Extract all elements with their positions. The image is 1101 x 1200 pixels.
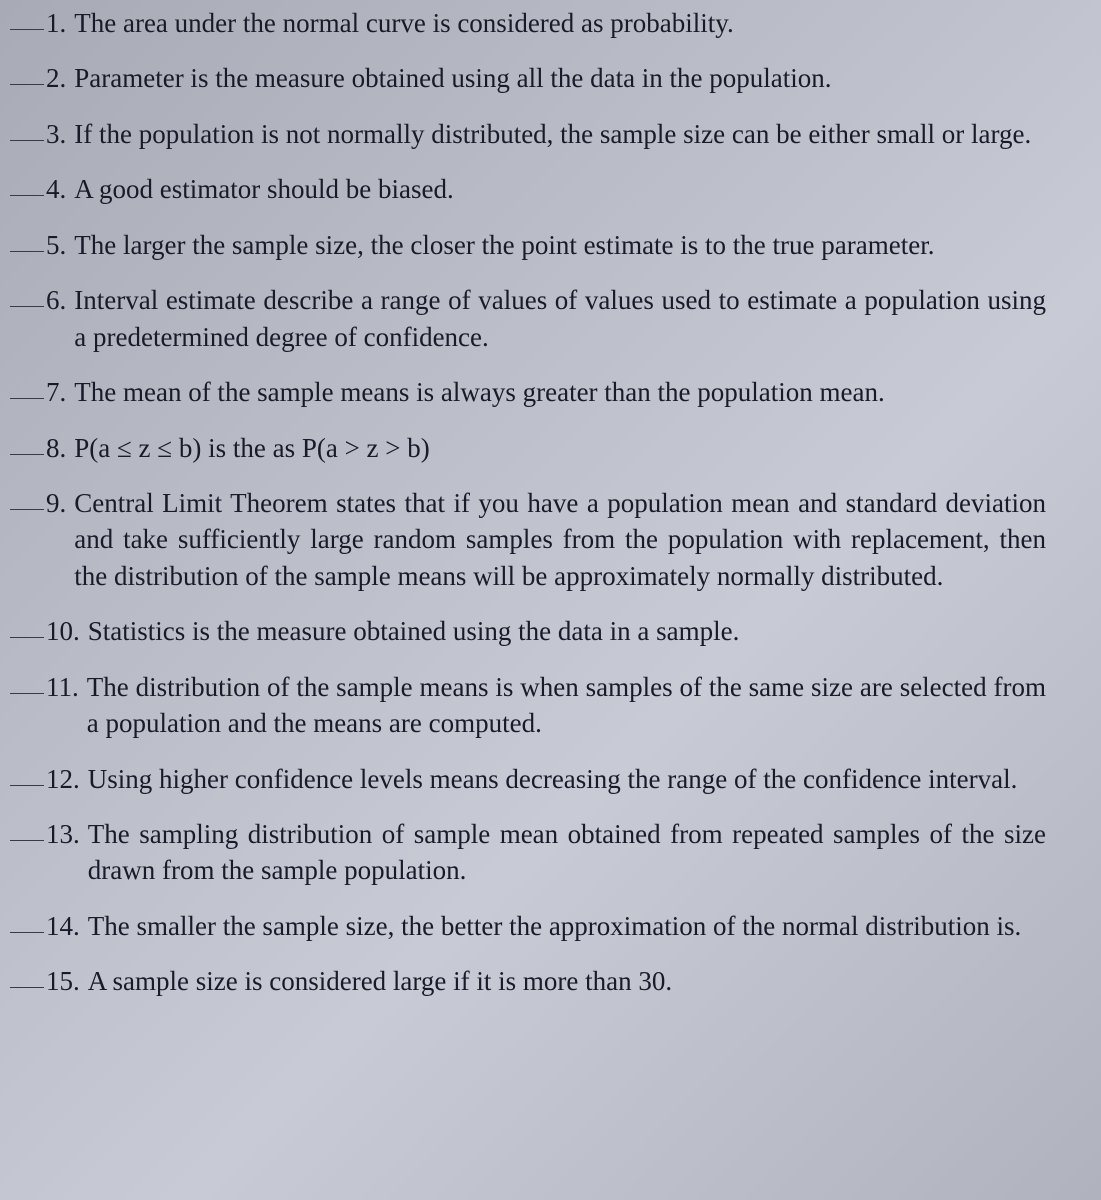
question-text: The area under the normal curve is consi… <box>74 5 1046 41</box>
question-number: 14. <box>46 908 80 944</box>
question-item: 3. If the population is not normally dis… <box>10 116 1046 152</box>
question-body: 1. The area under the normal curve is co… <box>46 5 1046 41</box>
question-item: 8. P(a ≤ z ≤ b) is the as P(a > z > b) <box>10 430 1046 466</box>
question-text: The smaller the sample size, the better … <box>88 908 1046 944</box>
answer-blank[interactable] <box>10 84 44 85</box>
answer-blank[interactable] <box>10 398 44 399</box>
question-item: 6. Interval estimate describe a range of… <box>10 282 1046 355</box>
answer-blank[interactable] <box>10 987 44 988</box>
question-text: P(a ≤ z ≤ b) is the as P(a > z > b) <box>74 430 1046 466</box>
question-number: 12. <box>46 761 80 797</box>
question-body: 3. If the population is not normally dis… <box>46 116 1046 152</box>
question-text: Interval estimate describe a range of va… <box>74 282 1046 355</box>
question-item: 4. A good estimator should be biased. <box>10 171 1046 207</box>
answer-blank[interactable] <box>10 195 44 196</box>
question-list: 1. The area under the normal curve is co… <box>10 5 1046 1019</box>
answer-blank[interactable] <box>10 251 44 252</box>
question-number: 5. <box>46 227 66 263</box>
answer-blank[interactable] <box>10 140 44 141</box>
question-item: 14. The smaller the sample size, the bet… <box>10 908 1046 944</box>
question-item: 15. A sample size is considered large if… <box>10 963 1046 999</box>
question-body: 6. Interval estimate describe a range of… <box>46 282 1046 355</box>
question-text: Statistics is the measure obtained using… <box>88 613 1046 649</box>
question-number: 15. <box>46 963 80 999</box>
question-body: 11. The distribution of the sample means… <box>46 669 1046 742</box>
question-body: 14. The smaller the sample size, the bet… <box>46 908 1046 944</box>
question-text: The larger the sample size, the closer t… <box>74 227 1046 263</box>
question-number: 4. <box>46 171 66 207</box>
answer-blank[interactable] <box>10 29 44 30</box>
answer-blank[interactable] <box>10 509 44 510</box>
question-text: Central Limit Theorem states that if you… <box>74 485 1046 594</box>
question-number: 8. <box>46 430 66 466</box>
question-body: 5. The larger the sample size, the close… <box>46 227 1046 263</box>
question-body: 15. A sample size is considered large if… <box>46 963 1046 999</box>
question-text: A good estimator should be biased. <box>74 171 1046 207</box>
question-item: 2. Parameter is the measure obtained usi… <box>10 60 1046 96</box>
question-body: 13. The sampling distribution of sample … <box>46 816 1046 889</box>
question-body: 8. P(a ≤ z ≤ b) is the as P(a > z > b) <box>46 430 1046 466</box>
answer-blank[interactable] <box>10 840 44 841</box>
question-number: 11. <box>46 669 79 705</box>
question-text: Parameter is the measure obtained using … <box>74 60 1046 96</box>
answer-blank[interactable] <box>10 932 44 933</box>
question-item: 13. The sampling distribution of sample … <box>10 816 1046 889</box>
question-body: 4. A good estimator should be biased. <box>46 171 1046 207</box>
question-body: 7. The mean of the sample means is alway… <box>46 374 1046 410</box>
question-body: 10. Statistics is the measure obtained u… <box>46 613 1046 649</box>
question-item: 11. The distribution of the sample means… <box>10 669 1046 742</box>
question-number: 3. <box>46 116 66 152</box>
question-item: 5. The larger the sample size, the close… <box>10 227 1046 263</box>
question-number: 6. <box>46 282 66 318</box>
question-text: A sample size is considered large if it … <box>88 963 1046 999</box>
answer-blank[interactable] <box>10 693 44 694</box>
question-text: If the population is not normally distri… <box>74 116 1046 152</box>
question-number: 13. <box>46 816 80 852</box>
question-item: 7. The mean of the sample means is alway… <box>10 374 1046 410</box>
question-body: 2. Parameter is the measure obtained usi… <box>46 60 1046 96</box>
answer-blank[interactable] <box>10 785 44 786</box>
answer-blank[interactable] <box>10 637 44 638</box>
question-text: The sampling distribution of sample mean… <box>88 816 1046 889</box>
question-text: Using higher confidence levels means dec… <box>88 761 1046 797</box>
question-number: 10. <box>46 613 80 649</box>
answer-blank[interactable] <box>10 454 44 455</box>
question-number: 7. <box>46 374 66 410</box>
question-item: 1. The area under the normal curve is co… <box>10 5 1046 41</box>
question-number: 9. <box>46 485 66 521</box>
question-number: 1. <box>46 5 66 41</box>
question-body: 12. Using higher confidence levels means… <box>46 761 1046 797</box>
question-item: 9. Central Limit Theorem states that if … <box>10 485 1046 594</box>
answer-blank[interactable] <box>10 306 44 307</box>
question-number: 2. <box>46 60 66 96</box>
question-text: The mean of the sample means is always g… <box>74 374 1046 410</box>
question-item: 12. Using higher confidence levels means… <box>10 761 1046 797</box>
question-text: The distribution of the sample means is … <box>87 669 1046 742</box>
question-item: 10. Statistics is the measure obtained u… <box>10 613 1046 649</box>
question-body: 9. Central Limit Theorem states that if … <box>46 485 1046 594</box>
